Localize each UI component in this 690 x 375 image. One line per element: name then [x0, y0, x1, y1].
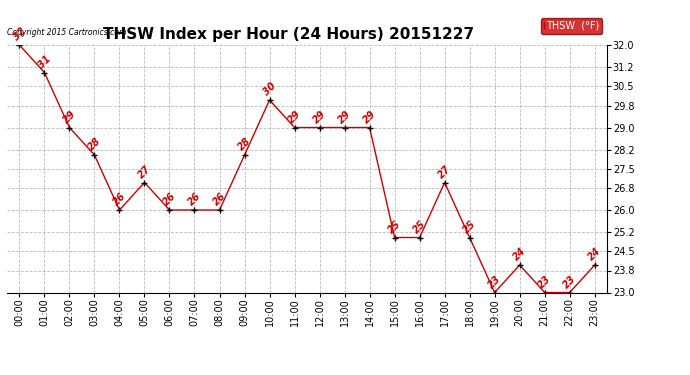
Text: 27: 27 [436, 164, 453, 180]
Text: 25: 25 [462, 219, 478, 236]
Text: 23: 23 [536, 274, 553, 290]
Text: 27: 27 [136, 164, 152, 180]
Legend: THSW  (°F): THSW (°F) [542, 18, 602, 33]
Text: 26: 26 [186, 191, 203, 208]
Text: 30: 30 [262, 81, 278, 98]
Text: 28: 28 [86, 136, 103, 153]
Text: 32: 32 [11, 26, 28, 43]
Title: THSW Index per Hour (24 Hours) 20151227: THSW Index per Hour (24 Hours) 20151227 [104, 27, 475, 42]
Text: 25: 25 [411, 219, 428, 236]
Text: 29: 29 [286, 109, 303, 125]
Text: 31: 31 [36, 54, 52, 70]
Text: 26: 26 [111, 191, 128, 208]
Text: 29: 29 [311, 109, 328, 125]
Text: 25: 25 [386, 219, 403, 236]
Text: Copyright 2015 Cartronics.com: Copyright 2015 Cartronics.com [7, 28, 126, 37]
Text: 23: 23 [486, 274, 503, 290]
Text: 24: 24 [511, 246, 528, 263]
Text: 29: 29 [362, 109, 378, 125]
Text: 23: 23 [562, 274, 578, 290]
Text: 24: 24 [586, 246, 603, 263]
Text: 29: 29 [61, 109, 78, 125]
Text: 26: 26 [211, 191, 228, 208]
Text: 26: 26 [161, 191, 178, 208]
Text: 29: 29 [336, 109, 353, 125]
Text: 28: 28 [236, 136, 253, 153]
